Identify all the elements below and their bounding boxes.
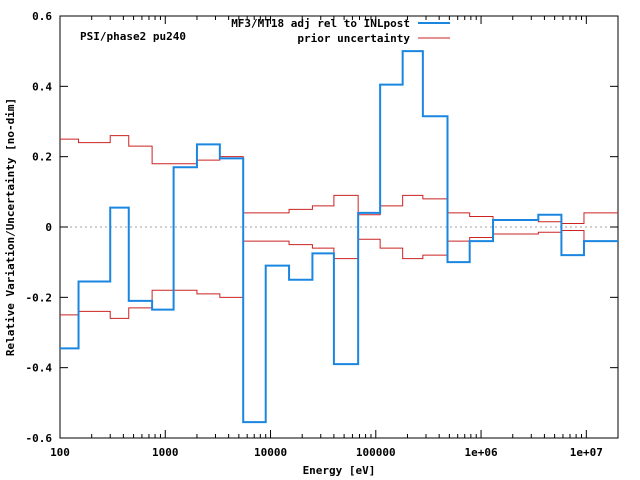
y-tick-label: 0.4 bbox=[32, 80, 52, 93]
x-tick-label: 1e+06 bbox=[464, 446, 497, 459]
legend-label-prior-uncertainty: prior uncertainty bbox=[297, 32, 410, 45]
x-tick-label: 100000 bbox=[356, 446, 396, 459]
adjustment-step-line bbox=[60, 50, 618, 424]
x-axis-title: Energy [eV] bbox=[303, 464, 376, 477]
y-tick-label: -0.2 bbox=[26, 291, 53, 304]
y-tick-label: 0.2 bbox=[32, 151, 52, 164]
plot-annotation: PSI/phase2 pu240 bbox=[80, 30, 186, 43]
legend-label-adjustment: MF3/MT18 adj rel to INLpost bbox=[231, 17, 410, 30]
plot-frame bbox=[59, 15, 619, 439]
series-layer bbox=[60, 50, 618, 424]
y-axis-title: Relative Variation/Uncertainty [no-dim] bbox=[4, 98, 17, 356]
y-tick-label: -0.4 bbox=[26, 362, 53, 375]
y-tick-label: 0 bbox=[45, 221, 52, 234]
prior-uncertainty-upper-line bbox=[60, 135, 618, 224]
legend: MF3/MT18 adj rel to INLpost prior uncert… bbox=[231, 17, 450, 45]
x-tick-label: 1e+07 bbox=[570, 446, 603, 459]
x-tick-label: 1000 bbox=[152, 446, 179, 459]
y-tick-label: 0.6 bbox=[32, 10, 52, 23]
y-tick-label: -0.6 bbox=[26, 432, 53, 445]
x-tick-label: 10000 bbox=[254, 446, 287, 459]
tick-layer: -0.6 -0.4 -0.2 0 0.2 0.4 0.6 100 1000 10000 100000… bbox=[26, 10, 619, 459]
x-tick-label: 100 bbox=[50, 446, 70, 459]
prior-uncertainty-lower-line bbox=[60, 230, 618, 319]
